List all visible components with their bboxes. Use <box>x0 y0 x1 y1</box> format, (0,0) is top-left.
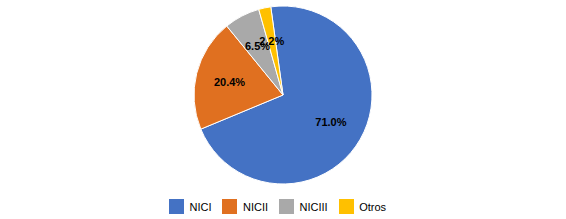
svg-text:20.4%: 20.4% <box>214 76 245 88</box>
svg-text:71.0%: 71.0% <box>315 116 346 128</box>
html-text:NICIII: NICIII <box>299 200 328 213</box>
html-text:Otros: Otros <box>359 200 386 213</box>
html-text:NICII: NICII <box>243 200 268 213</box>
svg-text:2.2%: 2.2% <box>259 35 284 47</box>
html-text:NICI: NICI <box>189 200 212 213</box>
svg-text:6.5%: 6.5% <box>245 40 271 53</box>
